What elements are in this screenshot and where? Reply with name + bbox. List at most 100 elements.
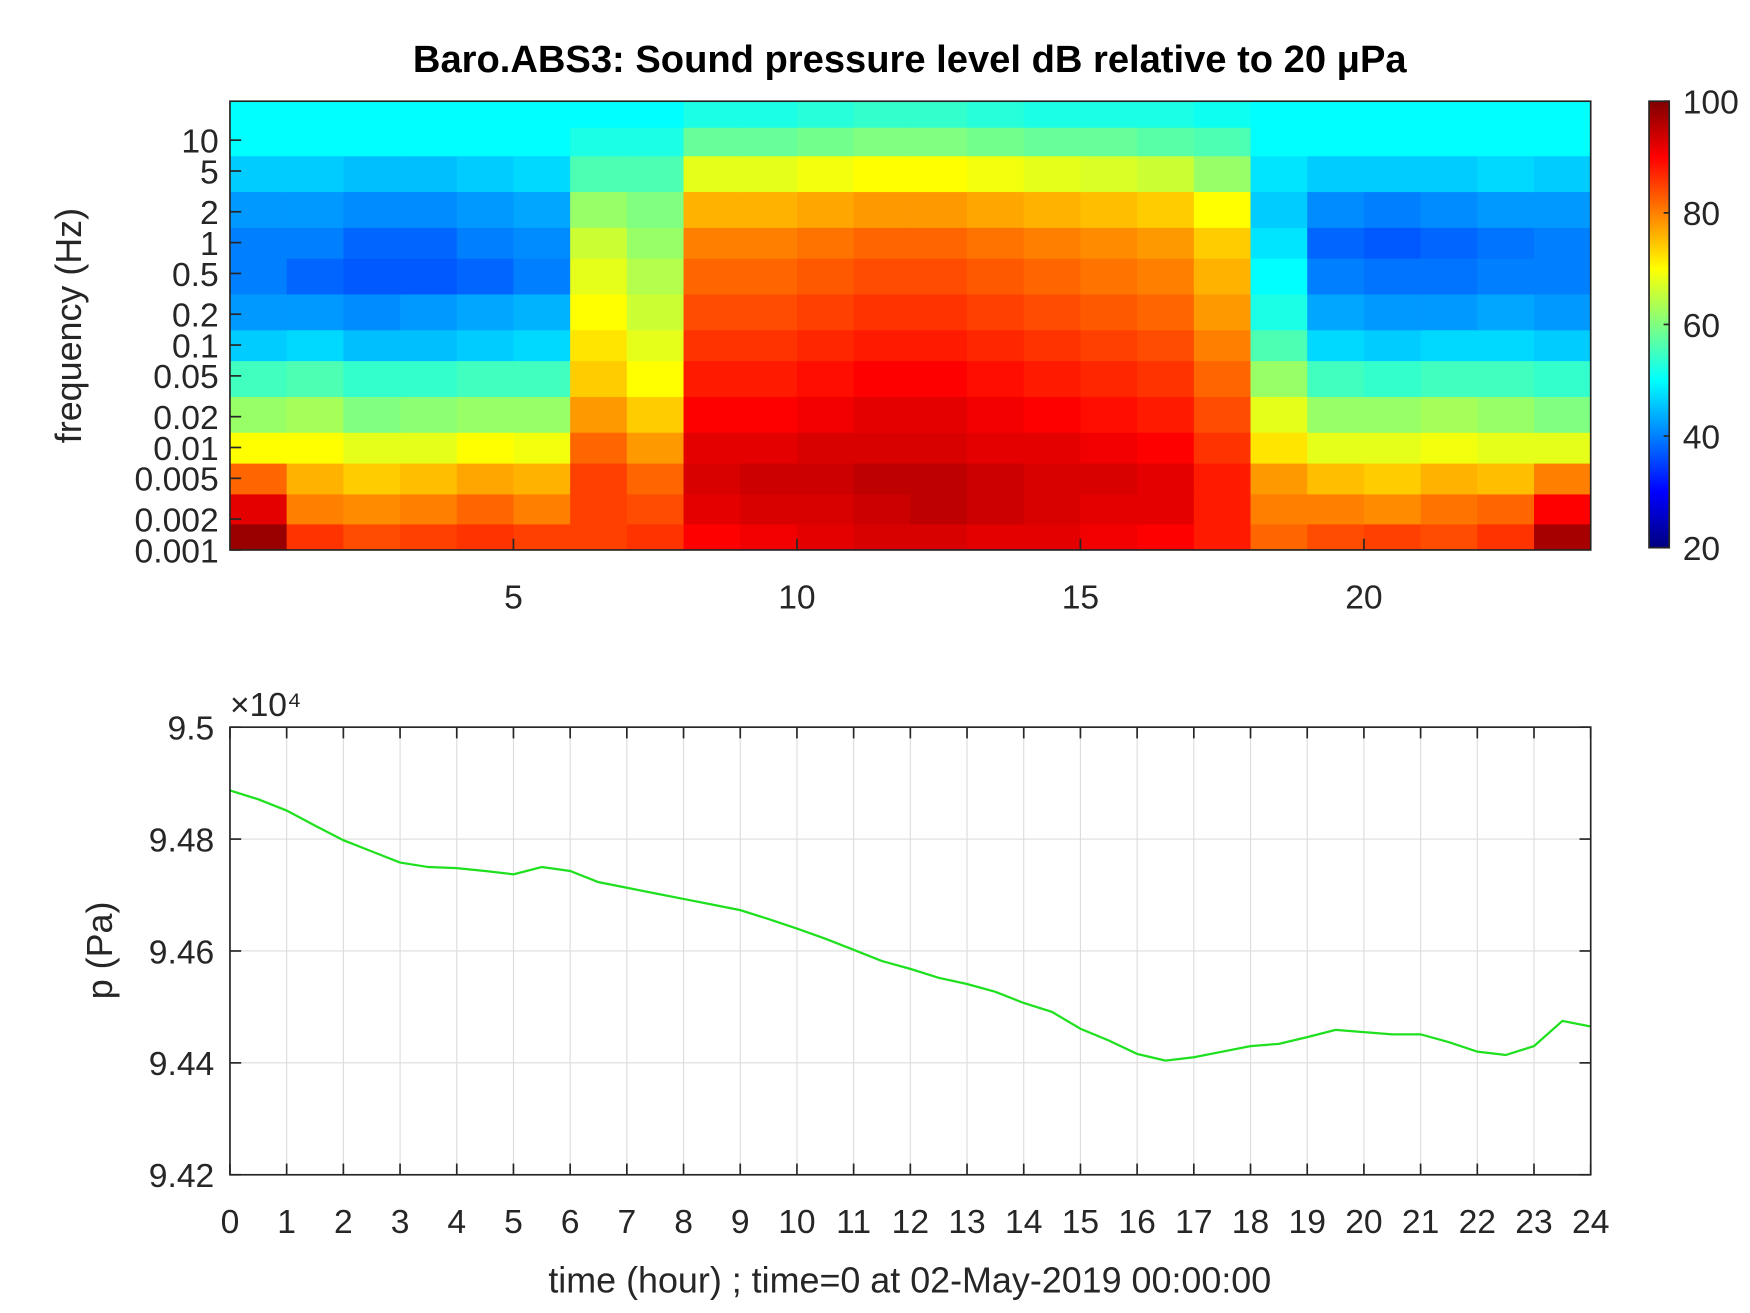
y-tick-label: 9.44 <box>149 1046 214 1083</box>
heatmap-cell <box>1250 360 1308 397</box>
heatmap-cell <box>229 155 288 193</box>
heatmap-cell <box>1420 293 1478 331</box>
heatmap-cell <box>343 523 401 551</box>
heatmap-cell <box>1363 101 1422 128</box>
heatmap-cell <box>286 462 345 495</box>
heatmap-cell <box>683 101 741 128</box>
heatmap-cell <box>967 432 1025 464</box>
heatmap-cell <box>1363 432 1422 464</box>
heatmap-cell <box>910 396 968 433</box>
heatmap-cell <box>1250 191 1308 228</box>
y-tick-label: 0.001 <box>135 533 219 570</box>
heatmap-cell <box>967 101 1025 128</box>
heatmap-cell <box>1137 462 1195 495</box>
heatmap-cell <box>910 360 968 397</box>
x-tick-label: 2 <box>334 1204 353 1241</box>
heatmap-cell <box>1534 462 1592 495</box>
heatmap-cell <box>1534 432 1592 464</box>
heatmap-cell <box>683 127 741 157</box>
heatmap-cell <box>343 360 401 397</box>
y-tick-label: 9.5 <box>167 711 214 748</box>
heatmap-cell <box>343 227 401 259</box>
heatmap-cell <box>400 227 458 259</box>
heatmap-cell <box>1023 101 1082 128</box>
heatmap-cell <box>910 293 968 331</box>
heatmap-cell <box>456 293 515 331</box>
heatmap-cell <box>910 227 968 259</box>
heatmap-cell <box>1023 432 1082 464</box>
x-tick-label: 10 <box>778 1204 815 1241</box>
x-tick-label: 18 <box>1232 1204 1269 1241</box>
heatmap-cell <box>796 493 855 525</box>
x-tick-label: 15 <box>1062 579 1099 616</box>
heatmap-cell <box>626 396 685 433</box>
heatmap-cell <box>400 432 458 464</box>
heatmap-cell <box>1420 227 1478 259</box>
heatmap-cell <box>1193 432 1252 464</box>
heatmap-cell <box>853 101 912 128</box>
heatmap-cell <box>1307 360 1365 397</box>
heatmap-cell <box>740 493 798 525</box>
x-tick-label: 1 <box>277 1204 296 1241</box>
heatmap-cell <box>910 432 968 464</box>
heatmap-cell <box>1193 523 1252 551</box>
heatmap-cell <box>400 396 458 433</box>
heatmap-cell <box>740 360 798 397</box>
heatmap-cell <box>1307 101 1365 128</box>
heatmap-cell <box>1193 360 1252 397</box>
heatmap-cell <box>683 329 741 362</box>
y-tick-label: 0.5 <box>172 257 219 294</box>
x-tick-label: 20 <box>1345 579 1382 616</box>
heatmap-cell <box>1420 360 1478 397</box>
heatmap-cell <box>910 101 968 128</box>
heatmap-cell <box>570 258 628 295</box>
heatmap-cell <box>1023 329 1082 362</box>
heatmap-cell <box>1193 293 1252 331</box>
heatmap-cell <box>286 396 345 433</box>
heatmap-cell <box>1193 462 1252 495</box>
heatmap-cell <box>1420 523 1478 551</box>
y-tick-label: 0.2 <box>172 298 219 335</box>
x-tick-label: 21 <box>1402 1204 1439 1241</box>
heatmap-cell <box>343 258 401 295</box>
heatmap-cell <box>1307 396 1365 433</box>
y-tick-label: 9.46 <box>149 934 214 971</box>
x-tick-label: 0 <box>221 1204 240 1241</box>
heatmap-cell <box>853 396 912 433</box>
heatmap-cell <box>626 227 685 259</box>
heatmap-cell <box>967 293 1025 331</box>
heatmap-cell <box>343 155 401 193</box>
heatmap-cell <box>967 155 1025 193</box>
heatmap-cell <box>343 432 401 464</box>
heatmap-cell <box>1137 258 1195 295</box>
heatmap-cell <box>796 523 855 551</box>
heatmap-cell <box>400 191 458 228</box>
heatmap-cell <box>796 258 855 295</box>
heatmap-cell <box>967 360 1025 397</box>
heatmap-cell <box>229 258 288 295</box>
heatmap-cell <box>286 127 345 157</box>
heatmap-cell <box>683 293 741 331</box>
x-tick-label: 20 <box>1345 1204 1382 1241</box>
x-tick-label: 15 <box>1062 1204 1099 1241</box>
heatmap-cell <box>456 329 515 362</box>
heatmap-cell <box>1363 155 1422 193</box>
heatmap-cell <box>343 191 401 228</box>
x-tick-label: 16 <box>1118 1204 1155 1241</box>
heatmap-cell <box>683 396 741 433</box>
heatmap-cell <box>513 360 571 397</box>
heatmap-cell <box>343 493 401 525</box>
heatmap-cell <box>570 155 628 193</box>
heatmap-cell <box>683 523 741 551</box>
heatmap-cell <box>683 227 741 259</box>
heatmap-cell <box>1420 462 1478 495</box>
heatmap-cell <box>1477 462 1535 495</box>
heatmap-cell <box>1080 329 1138 362</box>
heatmap-cell <box>1193 329 1252 362</box>
heatmap-cell <box>400 493 458 525</box>
heatmap-cell <box>1250 462 1308 495</box>
heatmap-cell <box>1363 396 1422 433</box>
heatmap-cell <box>683 462 741 495</box>
heatmap-cell <box>1193 155 1252 193</box>
heatmap-cell <box>1307 432 1365 464</box>
